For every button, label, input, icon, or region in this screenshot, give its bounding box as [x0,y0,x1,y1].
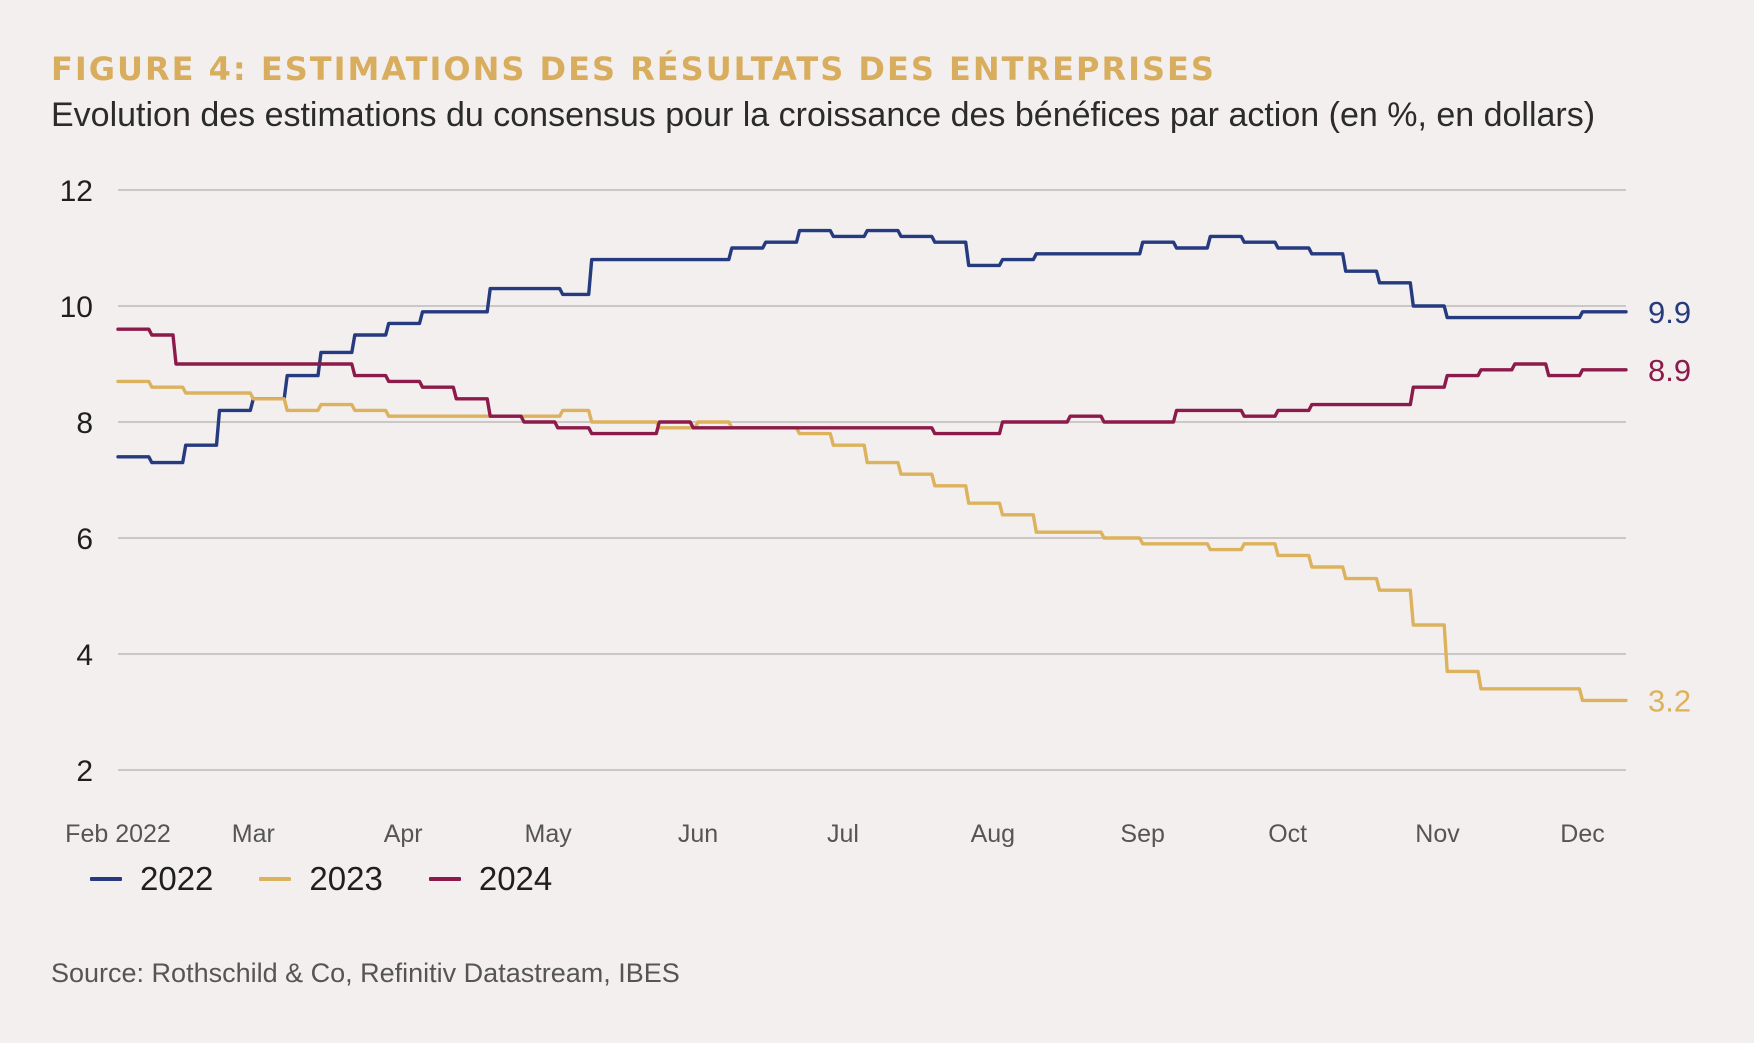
x-tick-label: May [525,820,573,848]
x-tick-label: Aug [971,820,1015,848]
x-tick-label: Oct [1268,820,1307,848]
figure-title: FIGURE 4: ESTIMATIONS DES RÉSULTATS DES … [51,50,1216,88]
series-lines [116,228,1628,703]
legend-label: 2022 [140,860,214,897]
x-tick-label: Feb 2022 [65,820,171,848]
legend-swatch [428,877,461,881]
legend-item-2023: 2023 [259,860,383,898]
x-tick-label: Jul [827,820,859,848]
x-tick-label: Dec [1560,820,1604,848]
y-tick-label: 8 [76,407,93,440]
y-tick-label: 6 [76,523,93,556]
x-tick-label: Nov [1415,820,1460,848]
gridlines [118,189,1626,771]
x-tick-label: Mar [232,820,275,848]
series-line-2022 [116,228,1628,465]
x-axis-ticks: Feb 2022 Mar Apr May Jun Jul Aug Sep Oct Nov Dec [65,820,1605,848]
legend-item-2022: 2022 [90,860,213,898]
y-tick-label: 2 [76,755,93,788]
y-tick-label: 4 [76,639,93,672]
legend-item-2024: 2024 [428,860,553,898]
x-tick-label: Apr [384,820,423,848]
series-line-2024 [116,327,1628,436]
legend: 2022 2023 2024 [90,860,598,898]
figure-subtitle: Evolution des estimations du consensus p… [51,96,1596,134]
legend-label: 2023 [309,860,383,897]
x-tick-label: Sep [1120,820,1164,848]
legend-swatch [90,877,122,881]
end-label-2024: 8.9 [1648,353,1691,388]
y-tick-label: 10 [60,291,93,324]
end-label-2023: 3.2 [1648,683,1691,718]
source-note: Source: Rothschild & Co, Refinitiv Datas… [51,958,680,988]
series-line-2023 [116,379,1628,703]
legend-swatch [259,877,292,881]
end-label-2022: 9.9 [1648,295,1691,330]
x-tick-label: Jun [678,820,718,848]
y-axis-ticks: 2 4 6 8 10 12 [60,175,93,788]
legend-label: 2024 [478,860,553,897]
end-labels: 9.9 3.2 8.9 [1648,295,1691,719]
y-tick-label: 12 [60,175,93,208]
